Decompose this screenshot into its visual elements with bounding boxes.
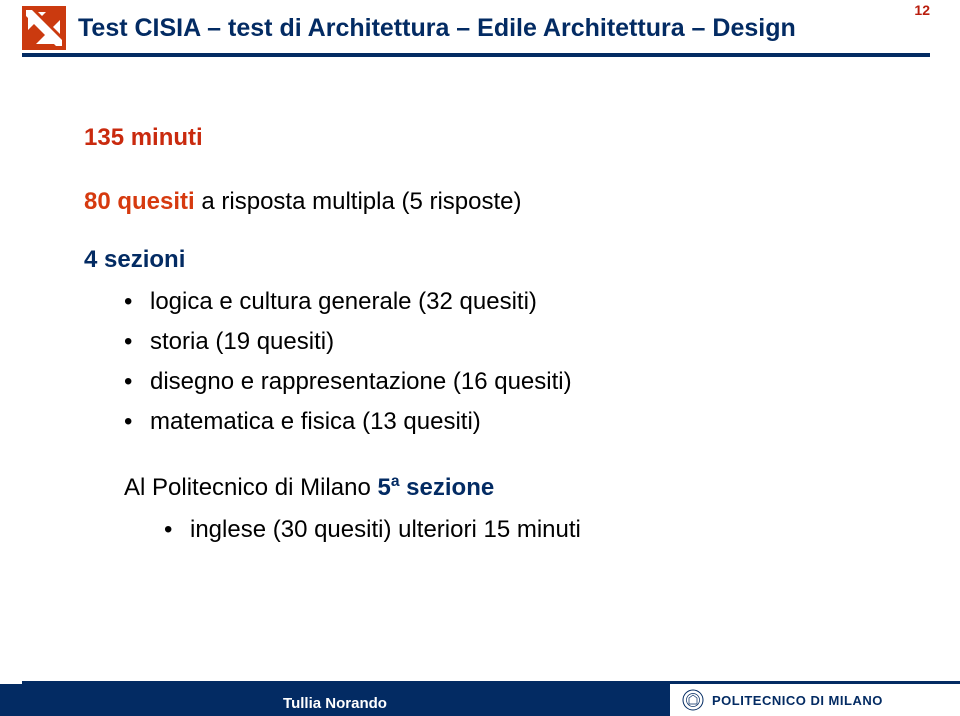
sezione5: 5a sezione xyxy=(377,474,494,501)
quesiti-count: 80 quesiti xyxy=(84,188,195,215)
polimi-logo: POLITECNICO DI MILANO xyxy=(682,689,883,711)
polimi-seal-icon xyxy=(682,689,704,711)
footer-left: Tullia Norando xyxy=(0,684,670,716)
author-name: Tullia Norando xyxy=(0,695,670,712)
slide-logo-arrow xyxy=(22,6,66,50)
politecnico-line: Al Politecnico di Milano 5a sezione xyxy=(124,470,900,506)
list-item: matematica e fisica (13 quesiti) xyxy=(124,404,900,440)
slide-title: Test CISIA – test di Architettura – Edil… xyxy=(78,14,796,43)
quesiti-rest: a risposta multipla (5 risposte) xyxy=(195,188,522,215)
footer-right: POLITECNICO DI MILANO xyxy=(670,684,960,716)
minutes-line: 135 minuti xyxy=(84,120,900,156)
list-item: logica e cultura generale (32 quesiti) xyxy=(124,284,900,320)
polimi-label: POLITECNICO DI MILANO xyxy=(712,693,883,708)
sections-label: 4 sezioni xyxy=(84,242,900,278)
quesiti-line: 80 quesiti a risposta multipla (5 rispos… xyxy=(84,184,900,220)
poli-prefix: Al Politecnico di Milano xyxy=(124,474,377,501)
footer: Tullia Norando POLITECNICO DI MILANO xyxy=(0,674,960,716)
title-underline xyxy=(22,53,930,57)
list-item: disegno e rappresentazione (16 quesiti) xyxy=(124,364,900,400)
list-item: storia (19 quesiti) xyxy=(124,324,900,360)
page-number: 12 xyxy=(914,2,930,18)
list-item: inglese (30 quesiti) ulteriori 15 minuti xyxy=(164,512,900,548)
slide-content: 135 minuti 80 quesiti a risposta multipl… xyxy=(84,120,900,548)
extra-list: inglese (30 quesiti) ulteriori 15 minuti xyxy=(164,512,900,548)
sections-list: logica e cultura generale (32 quesiti) st… xyxy=(124,284,900,440)
